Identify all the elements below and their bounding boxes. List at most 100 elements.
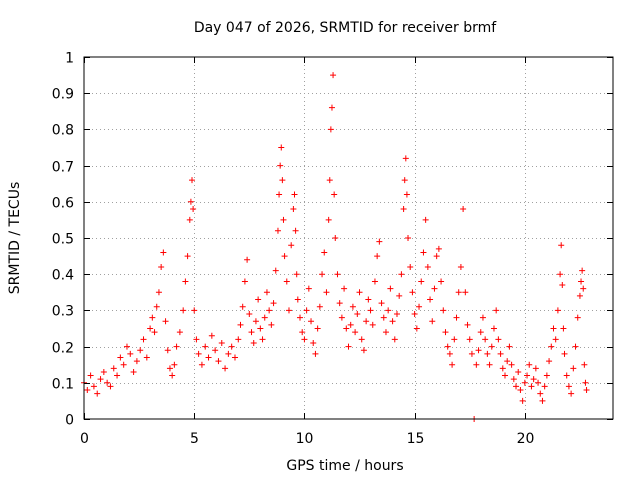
- data-point: [578, 278, 585, 285]
- data-point: [266, 307, 273, 314]
- data-point: [290, 206, 297, 213]
- data-point: [158, 263, 165, 270]
- data-point: [241, 278, 248, 285]
- data-point: [429, 318, 436, 325]
- data-point: [486, 361, 493, 368]
- data-point: [446, 350, 453, 357]
- data-point: [173, 343, 180, 350]
- data-point: [321, 249, 328, 256]
- data-point: [422, 216, 429, 223]
- data-point: [442, 329, 449, 336]
- data-point: [543, 372, 550, 379]
- data-point: [248, 329, 255, 336]
- data-point: [244, 256, 251, 263]
- data-point: [237, 321, 244, 328]
- data-point: [137, 347, 144, 354]
- data-point: [250, 339, 257, 346]
- data-point: [149, 314, 156, 321]
- data-point: [546, 358, 553, 365]
- data-point: [535, 379, 542, 386]
- data-point: [110, 365, 117, 372]
- data-point: [316, 303, 323, 310]
- data-point: [184, 253, 191, 260]
- data-point: [143, 354, 150, 361]
- data-point: [444, 343, 451, 350]
- data-point: [405, 235, 412, 241]
- x-tick-label: 20: [517, 431, 535, 447]
- data-point: [268, 321, 275, 328]
- data-point: [580, 285, 587, 292]
- data-point: [561, 350, 568, 357]
- data-point: [338, 314, 345, 321]
- data-point: [169, 372, 176, 379]
- chart-title: Day 047 of 2026, SRMTID for receiver brm…: [194, 20, 497, 36]
- y-axis-label: SRMTID / TECUs: [7, 182, 23, 295]
- data-point: [401, 177, 408, 184]
- data-point: [349, 303, 356, 310]
- data-point: [225, 350, 232, 357]
- data-point: [222, 365, 229, 372]
- data-point: [228, 343, 235, 350]
- data-point: [380, 314, 387, 321]
- data-point: [160, 249, 167, 256]
- data-point: [343, 325, 350, 332]
- data-point: [582, 379, 589, 386]
- data-point: [293, 271, 300, 278]
- data-point: [477, 329, 484, 336]
- data-point: [360, 347, 367, 354]
- data-point: [94, 390, 101, 397]
- data-point: [560, 325, 567, 332]
- data-point: [427, 296, 434, 303]
- axis-ticks: 00.10.20.30.40.50.60.70.80.910 5 10 15 20: [52, 51, 613, 447]
- data-point: [330, 72, 337, 79]
- data-point: [212, 347, 219, 354]
- data-point: [517, 387, 524, 394]
- data-point: [554, 307, 561, 314]
- data-point: [301, 336, 308, 343]
- data-point: [495, 336, 502, 343]
- data-point: [308, 318, 315, 325]
- data-point: [479, 314, 486, 321]
- data-point: [488, 343, 495, 350]
- data-point: [259, 336, 266, 343]
- data-point: [513, 383, 520, 390]
- data-point: [440, 307, 447, 314]
- data-point: [484, 350, 491, 357]
- data-point: [382, 329, 389, 336]
- data-point: [365, 296, 372, 303]
- data-point: [521, 379, 528, 386]
- data-point: [532, 365, 539, 372]
- data-point: [187, 198, 194, 205]
- data-point: [104, 379, 111, 386]
- data-point: [402, 155, 409, 162]
- data-point: [416, 303, 423, 310]
- data-point: [202, 343, 209, 350]
- data-point: [120, 361, 127, 368]
- data-point: [572, 343, 579, 350]
- data-point: [431, 285, 438, 292]
- data-point: [345, 343, 352, 350]
- data-point: [166, 365, 173, 372]
- data-point: [385, 307, 392, 314]
- x-tick-label: 5: [190, 431, 199, 447]
- data-point: [400, 206, 407, 213]
- data-point: [305, 285, 312, 292]
- data-point: [568, 390, 575, 397]
- data-point: [303, 307, 310, 314]
- data-point: [331, 191, 338, 198]
- data-point: [326, 177, 333, 184]
- data-point: [133, 358, 140, 365]
- data-point: [475, 347, 482, 354]
- data-point: [354, 311, 361, 318]
- data-point: [117, 354, 124, 361]
- data-point: [407, 263, 414, 270]
- x-axis-label: GPS time / hours: [286, 458, 403, 474]
- data-point: [171, 361, 178, 368]
- data-point: [462, 289, 469, 296]
- data-point: [288, 242, 295, 249]
- data-point: [297, 314, 304, 321]
- data-point: [499, 365, 506, 372]
- data-point: [347, 321, 354, 328]
- data-point: [558, 242, 565, 249]
